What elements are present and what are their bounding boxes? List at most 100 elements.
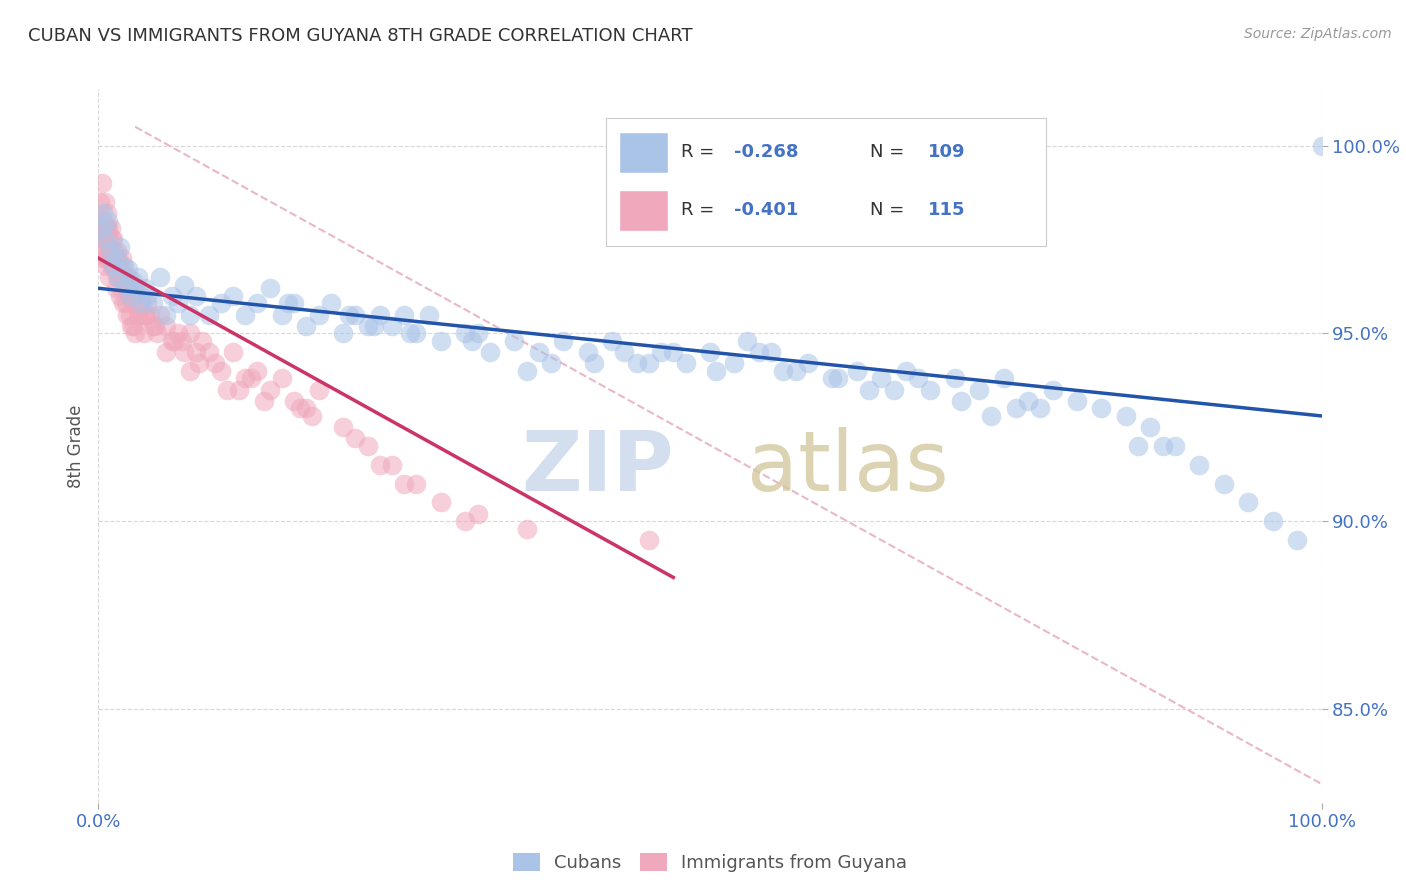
- Point: [149, 270, 172, 285]
- Point: [124, 281, 146, 295]
- Point: [662, 345, 685, 359]
- Point: [197, 345, 219, 359]
- Point: [129, 296, 152, 310]
- Point: [821, 371, 844, 385]
- Point: [332, 420, 354, 434]
- Point: [100, 251, 122, 265]
- Point: [94, 251, 117, 265]
- Text: -0.401: -0.401: [734, 202, 799, 219]
- Point: [252, 393, 274, 408]
- Point: [107, 270, 129, 285]
- Point: [943, 371, 966, 385]
- Point: [120, 289, 142, 303]
- Point: [94, 221, 117, 235]
- Point: [118, 289, 141, 303]
- Point: [93, 244, 115, 258]
- Point: [121, 274, 143, 288]
- Point: [204, 356, 226, 370]
- Point: [626, 356, 648, 370]
- Point: [155, 318, 177, 333]
- Point: [1090, 401, 1112, 416]
- Point: [101, 232, 124, 246]
- Point: [827, 371, 849, 385]
- Point: [100, 221, 122, 235]
- Point: [209, 364, 232, 378]
- Text: Source: ZipAtlas.com: Source: ZipAtlas.com: [1244, 27, 1392, 41]
- Point: [460, 334, 482, 348]
- Point: [1017, 393, 1039, 408]
- Point: [430, 334, 453, 348]
- Point: [1115, 409, 1137, 423]
- Point: [233, 308, 256, 322]
- Point: [104, 251, 127, 265]
- Point: [319, 296, 342, 310]
- Point: [270, 371, 294, 385]
- Point: [179, 326, 201, 341]
- Point: [97, 221, 120, 235]
- Point: [191, 334, 214, 348]
- Point: [399, 326, 422, 341]
- Point: [135, 308, 157, 322]
- Point: [101, 259, 124, 273]
- Point: [308, 383, 330, 397]
- Point: [430, 495, 453, 509]
- Point: [101, 232, 124, 246]
- Point: [332, 326, 354, 341]
- Point: [980, 409, 1002, 423]
- Point: [405, 326, 427, 341]
- Point: [650, 345, 672, 359]
- Point: [540, 356, 562, 370]
- Point: [91, 232, 114, 246]
- Point: [97, 213, 120, 227]
- Point: [143, 318, 166, 333]
- Point: [122, 318, 145, 333]
- Point: [209, 296, 232, 310]
- Point: [112, 259, 135, 273]
- Point: [1042, 383, 1064, 397]
- Point: [155, 345, 177, 359]
- Point: [107, 259, 129, 273]
- Point: [104, 251, 127, 265]
- Point: [134, 281, 156, 295]
- Point: [1310, 138, 1333, 153]
- Point: [110, 270, 132, 285]
- Point: [454, 514, 477, 528]
- Point: [259, 281, 281, 295]
- Point: [167, 296, 190, 310]
- Point: [233, 371, 256, 385]
- Point: [1066, 393, 1088, 408]
- Point: [858, 383, 880, 397]
- Point: [637, 356, 661, 370]
- Point: [111, 281, 134, 295]
- Point: [1164, 439, 1187, 453]
- Point: [240, 371, 263, 385]
- Point: [160, 289, 183, 303]
- Point: [704, 364, 727, 378]
- Text: N =: N =: [870, 202, 910, 219]
- Point: [91, 206, 114, 220]
- Point: [290, 401, 312, 416]
- Point: [100, 251, 122, 265]
- Point: [108, 289, 131, 303]
- Point: [283, 296, 305, 310]
- Point: [100, 244, 122, 258]
- Point: [516, 522, 538, 536]
- Point: [637, 533, 661, 547]
- Point: [600, 334, 623, 348]
- Point: [228, 383, 250, 397]
- Point: [516, 364, 538, 378]
- Point: [1286, 533, 1309, 547]
- Point: [163, 334, 186, 348]
- Point: [179, 364, 201, 378]
- Point: [107, 270, 129, 285]
- Point: [405, 476, 427, 491]
- Point: [308, 308, 330, 322]
- Point: [93, 232, 115, 246]
- Point: [222, 289, 245, 303]
- Point: [699, 345, 721, 359]
- Point: [186, 345, 208, 359]
- Point: [772, 364, 794, 378]
- Point: [613, 345, 636, 359]
- Point: [368, 458, 391, 472]
- Point: [127, 270, 149, 285]
